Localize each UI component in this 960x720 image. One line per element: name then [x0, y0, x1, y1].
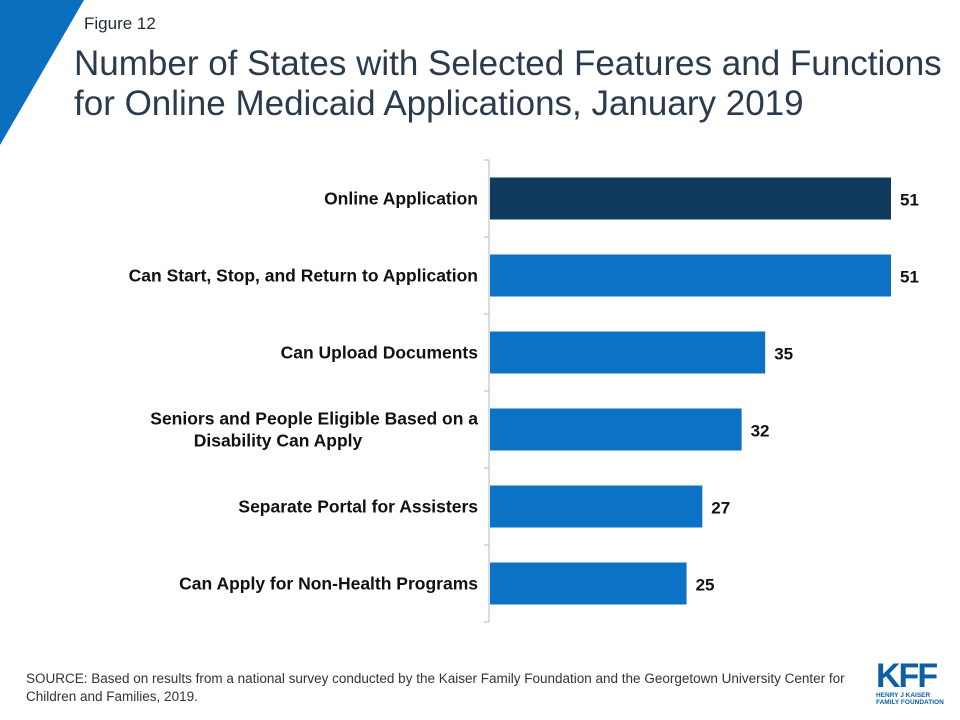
figure-label: Figure 12 — [84, 14, 156, 33]
bar — [490, 254, 891, 297]
bar — [490, 331, 766, 374]
category-label: Disability Can Apply — [194, 431, 363, 451]
bar-value-label: 35 — [774, 345, 793, 364]
bar — [490, 562, 687, 605]
category-label: Separate Portal for Assisters — [238, 497, 478, 517]
bar — [490, 177, 891, 220]
bar-value-label: 32 — [751, 422, 770, 441]
category-label: Can Upload Documents — [281, 343, 479, 363]
category-label: Online Application — [324, 189, 478, 209]
kff-logo: KFF HENRY J KAISER FAMILY FOUNDATION — [876, 657, 946, 706]
bar-value-label: 25 — [696, 576, 715, 595]
logo-line-2: FAMILY FOUNDATION — [876, 699, 944, 706]
chart-title-line-1: Number of States with Selected Features … — [74, 44, 942, 83]
source-note: SOURCE: Based on results from a national… — [26, 671, 845, 704]
bar-value-label: 27 — [711, 499, 730, 518]
logo-line-1: HENRY J KAISER — [876, 692, 931, 699]
bar-value-label: 51 — [900, 268, 919, 287]
category-label: Can Apply for Non-Health Programs — [179, 574, 478, 594]
category-label: Seniors and People Eligible Based on a — [150, 409, 478, 429]
category-label: Can Start, Stop, and Return to Applicati… — [129, 266, 478, 286]
bar-value-label: 51 — [900, 191, 919, 210]
chart-title-line-2: for Online Medicaid Applications, Januar… — [74, 84, 804, 123]
bar — [490, 408, 742, 451]
chart-title: Number of States with Selected Features … — [74, 44, 944, 124]
bar — [490, 485, 703, 528]
logo-mark: KFF — [876, 657, 938, 695]
corner-accent-shape — [0, 0, 84, 145]
